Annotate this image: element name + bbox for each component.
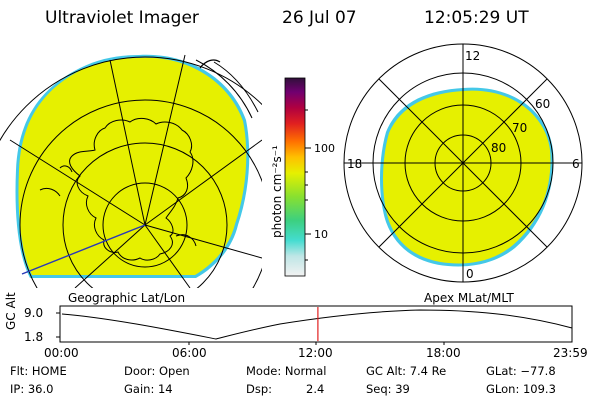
glon-status: GLon: 109.3 [486, 382, 556, 396]
geo-coastline-detail [39, 165, 197, 247]
geo-meridian [144, 139, 262, 226]
polar-diagonal [378, 78, 548, 248]
altitude-plot [56, 305, 573, 345]
altitude-x-tick-label: 12:00 [298, 346, 333, 360]
geo-lat-ring [0, 56, 262, 142]
geo-meridian [74, 224, 146, 288]
geo-outer-arc [213, 61, 259, 113]
polar-panel: 12 18 6 0 60 70 80 [343, 43, 583, 283]
time-readout: 12:05:29 UT [424, 8, 529, 28]
mlt-label-12: 12 [465, 49, 480, 63]
altitude-x-tick-label: 18:00 [426, 346, 461, 360]
date-readout: 26 Jul 07 [282, 8, 357, 28]
colorbar-tick-label-10: 10 [314, 228, 328, 241]
altitude-curve [61, 309, 573, 340]
geo-meridian [144, 54, 186, 226]
geo-meridian [144, 224, 262, 259]
geo-lat-ring [102, 182, 188, 268]
polar-panel-label: Apex MLat/MLT [424, 291, 514, 305]
geo-lat-ring [62, 142, 228, 288]
altitude-y-tick-label-min: 1.8 [24, 330, 44, 344]
gain-status: Gain: 14 [124, 382, 173, 396]
geo-panel-label: Geographic Lat/Lon [68, 291, 186, 305]
colorbar-scale [284, 77, 306, 277]
geo-lat-ring [19, 99, 262, 288]
colorbar: 100 10 photon cm⁻²s⁻¹ [270, 77, 335, 277]
gc-alt-status: GC Alt: 7.4 Re [366, 364, 447, 378]
mlt-label-0: 0 [466, 267, 474, 281]
seq-status: Seq: 39 [366, 382, 410, 396]
app-title: Ultraviolet Imager [45, 8, 199, 28]
geo-coast-fragment [199, 59, 221, 69]
geographic-image-panel [0, 54, 262, 288]
mlat-label-70: 70 [512, 121, 527, 135]
ip-status: IP: 36.0 [10, 382, 54, 396]
filter-status: Flt: HOME [10, 364, 67, 378]
mlat-label-60: 60 [535, 97, 550, 111]
altitude-y-tick-label-max: 9.0 [24, 306, 44, 320]
polar-aurora-fill [383, 90, 551, 264]
colorbar-tick-label-100: 100 [314, 142, 335, 155]
mlat-label-80: 80 [491, 141, 506, 155]
colorbar-units-label: photon cm⁻²s⁻¹ [270, 145, 284, 238]
altitude-x-tick-label: 06:00 [172, 346, 207, 360]
geo-coastline [69, 117, 194, 261]
altitude-axis-title: GC Alt [4, 292, 18, 330]
orbit-track-line [21, 224, 146, 275]
glat-status: GLat: −77.8 [486, 364, 556, 378]
geo-meridian [144, 224, 191, 288]
door-status: Door: Open [124, 364, 190, 378]
dsp-value: 2.4 [306, 382, 325, 396]
altitude-x-tick-label: 00:00 [44, 346, 79, 360]
dsp-label: Dsp: [246, 382, 273, 396]
mode-status: Mode: Normal [246, 364, 327, 378]
mlt-label-18: 18 [347, 157, 362, 171]
geo-meridian [109, 59, 146, 226]
altitude-x-tick-label: 23:59 [553, 346, 588, 360]
mlt-label-6: 6 [572, 157, 580, 171]
